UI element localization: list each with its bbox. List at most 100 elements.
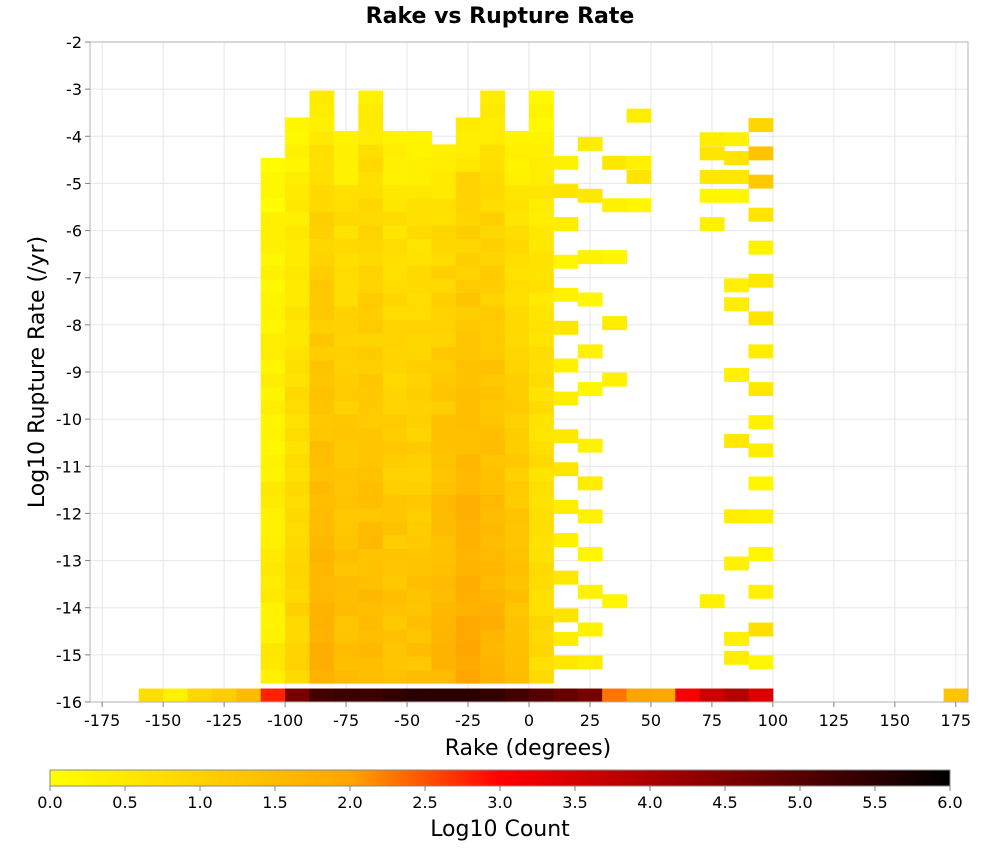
heatmap-cell <box>285 359 310 374</box>
heatmap-cell <box>358 279 384 294</box>
heatmap-cell <box>504 144 530 159</box>
heatmap-cell <box>382 225 408 240</box>
heatmap-cell <box>504 508 530 523</box>
heatmap-cell <box>358 346 384 361</box>
heatmap-cell <box>431 454 457 469</box>
heatmap-cell <box>260 400 286 415</box>
heatmap-cell <box>504 359 530 374</box>
heatmap-cell <box>529 346 554 361</box>
heatmap-cell <box>382 588 408 603</box>
heatmap-cell <box>431 561 457 576</box>
heatmap-cell <box>309 508 335 523</box>
heatmap-cell <box>553 608 579 623</box>
heatmap-cell <box>358 427 384 442</box>
heatmap-cell <box>382 359 408 374</box>
heatmap-cell-bottom <box>699 688 725 702</box>
x-tick-label: -125 <box>206 711 242 730</box>
heatmap-cell <box>382 494 408 509</box>
heatmap-cell <box>407 198 432 213</box>
heatmap-cell <box>309 117 335 132</box>
heatmap-cell <box>309 306 335 320</box>
heatmap-cell <box>358 306 384 320</box>
heatmap-cell <box>431 534 457 549</box>
heatmap-cell <box>455 184 481 199</box>
heatmap-cell <box>309 467 335 482</box>
heatmap-cell <box>260 508 286 523</box>
heatmap-cell <box>455 427 481 442</box>
heatmap-cell <box>480 319 506 334</box>
heatmap-cell <box>480 184 506 199</box>
heatmap-cell <box>333 561 359 576</box>
heatmap-cell <box>455 211 481 226</box>
heatmap-cell <box>455 413 481 428</box>
heatmap-cell <box>333 238 359 253</box>
heatmap-cell <box>333 521 359 536</box>
heatmap-cell <box>407 211 432 226</box>
heatmap-cell <box>309 575 335 590</box>
heatmap-cell <box>333 386 359 401</box>
heatmap-cell <box>382 292 408 307</box>
heatmap-cell <box>480 494 506 509</box>
heatmap-cell <box>382 265 408 280</box>
heatmap-cell <box>358 440 384 455</box>
y-tick-label: -11 <box>56 457 82 476</box>
heatmap-cell <box>309 332 335 347</box>
y-tick-label: -12 <box>56 504 82 523</box>
heatmap-cell <box>407 157 432 172</box>
heatmap-cell <box>504 575 530 590</box>
heatmap-cell <box>285 615 310 630</box>
heatmap-cell <box>480 642 506 657</box>
heatmap-cell <box>455 306 481 320</box>
x-tick-label: -100 <box>267 711 303 730</box>
heatmap-cell <box>260 454 286 469</box>
heatmap-cell <box>724 650 749 665</box>
heatmap-cell <box>529 90 554 105</box>
heatmap-cell <box>748 476 774 491</box>
heatmap-cell <box>724 556 749 571</box>
heatmap-cell <box>553 499 579 514</box>
heatmap-cell <box>577 509 603 524</box>
heatmap-cell <box>455 642 481 657</box>
heatmap-cell <box>333 332 359 347</box>
heatmap-cell <box>285 481 310 496</box>
heatmap-cell <box>407 184 432 199</box>
heatmap-cell <box>407 373 432 388</box>
heatmap-cell <box>309 225 335 240</box>
heatmap-cell <box>724 132 749 147</box>
heatmap-cell <box>529 386 554 401</box>
heatmap-cell <box>431 481 457 496</box>
x-tick-label: -50 <box>394 711 420 730</box>
heatmap-cell <box>480 508 506 523</box>
heatmap-cell <box>455 440 481 455</box>
heatmap-cell <box>455 508 481 523</box>
heatmap-cell <box>309 252 335 267</box>
x-tick-label: 0 <box>524 711 534 730</box>
y-tick-label: -3 <box>66 80 82 99</box>
heatmap-cell <box>431 346 457 361</box>
heatmap-cell <box>504 454 530 469</box>
heatmap-cell <box>333 629 359 644</box>
heatmap-cell <box>455 225 481 240</box>
heatmap-cell <box>748 118 774 133</box>
heatmap-cell <box>529 427 554 442</box>
heatmap-cell <box>504 319 530 334</box>
heatmap-cell <box>309 103 335 118</box>
heatmap-cell <box>529 508 554 523</box>
heatmap-cell <box>504 602 530 617</box>
heatmap-cell <box>358 548 384 563</box>
heatmap-cell <box>333 427 359 442</box>
heatmap-cell <box>260 656 286 671</box>
y-tick-label: -14 <box>56 599 82 618</box>
heatmap-cell <box>382 440 408 455</box>
y-axis-ticks: -2 -3 -4 -5 -6 -7 -8 -9 -10 -11 -12 -13 -14 -15 -16 <box>56 33 90 712</box>
heatmap-cell <box>407 615 432 630</box>
heatmap-cell <box>285 602 310 617</box>
heatmap-cell <box>285 642 310 657</box>
heatmap-cell <box>407 629 432 644</box>
heatmap-cell <box>455 602 481 617</box>
heatmap-cell-bottom <box>382 688 408 702</box>
y-tick-label: -7 <box>66 269 82 288</box>
heatmap-cell <box>529 521 554 536</box>
heatmap-cell-bottom <box>724 688 749 702</box>
heatmap-cell <box>382 534 408 549</box>
